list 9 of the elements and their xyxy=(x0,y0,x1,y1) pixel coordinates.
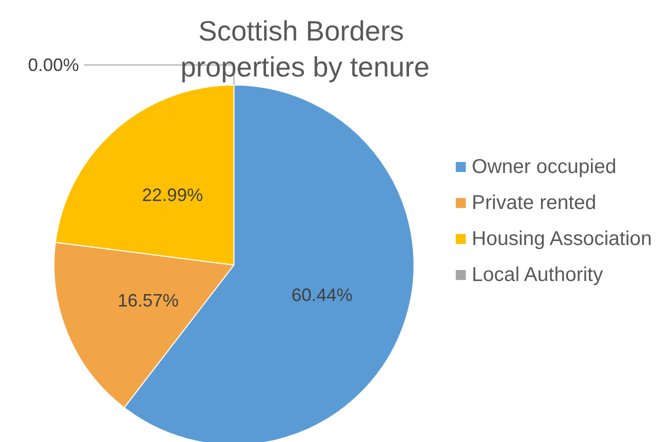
chart-title: Scottish Borders properties by tenure xyxy=(180,16,430,82)
legend-label: Owner occupied xyxy=(472,156,616,178)
legend-label: Housing Association xyxy=(472,228,652,250)
legend-label: Private rented xyxy=(472,192,596,214)
data-label: 60.44% xyxy=(292,284,353,305)
data-label: 16.57% xyxy=(118,290,179,311)
data-label: 22.99% xyxy=(142,185,204,206)
text: 0.00% xyxy=(28,55,79,75)
legend-label: Local Authority xyxy=(472,264,603,286)
